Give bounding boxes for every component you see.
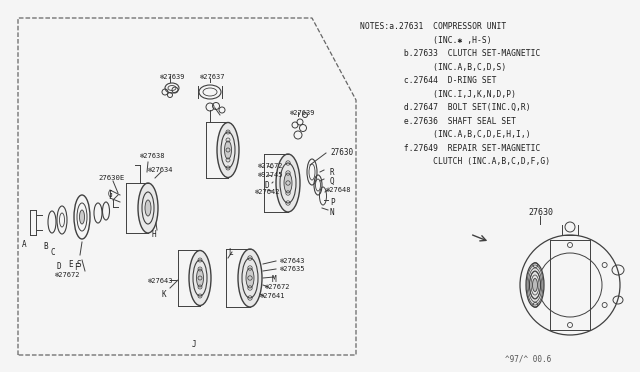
Text: (INC.A,B,C,D,S): (INC.A,B,C,D,S) — [360, 62, 506, 71]
Text: S: S — [76, 260, 81, 269]
Text: ❄27634: ❄27634 — [148, 167, 173, 173]
Text: E: E — [68, 260, 72, 269]
Text: ❄27638: ❄27638 — [140, 153, 166, 159]
Text: ❄27672: ❄27672 — [258, 163, 284, 169]
Text: ❄27639: ❄27639 — [160, 74, 186, 80]
Ellipse shape — [225, 141, 232, 159]
Text: ❄27643: ❄27643 — [148, 278, 173, 284]
Ellipse shape — [189, 250, 211, 305]
Text: 27630: 27630 — [330, 148, 353, 157]
Text: F: F — [74, 263, 79, 272]
Text: b.27633  CLUTCH SET-MAGNETIC: b.27633 CLUTCH SET-MAGNETIC — [360, 49, 540, 58]
Text: ❄27642: ❄27642 — [255, 189, 280, 195]
Text: (INC.A,B,C,D,E,H,I,): (INC.A,B,C,D,E,H,I,) — [360, 130, 531, 139]
Text: ❄27672: ❄27672 — [55, 272, 81, 278]
Text: H: H — [152, 230, 157, 239]
Text: (INC.I,J,K,N,D,P): (INC.I,J,K,N,D,P) — [360, 90, 516, 99]
Text: c.27644  D-RING SET: c.27644 D-RING SET — [360, 76, 497, 85]
Ellipse shape — [532, 279, 538, 292]
Text: ❄27641: ❄27641 — [260, 293, 285, 299]
Text: N: N — [330, 208, 335, 217]
Text: R: R — [330, 168, 335, 177]
Text: ❄27643: ❄27643 — [280, 258, 305, 264]
Ellipse shape — [276, 154, 300, 212]
Ellipse shape — [138, 183, 158, 233]
Text: e.27636  SHAFT SEAL SET: e.27636 SHAFT SEAL SET — [360, 116, 516, 125]
Ellipse shape — [217, 122, 239, 177]
Text: ❄27672: ❄27672 — [265, 284, 291, 290]
Text: G: G — [108, 190, 113, 199]
Ellipse shape — [284, 173, 292, 193]
Text: (INC.✱ ,H-S): (INC.✱ ,H-S) — [360, 35, 492, 45]
Text: Q: Q — [330, 177, 335, 186]
Ellipse shape — [238, 249, 262, 307]
Text: C: C — [50, 248, 54, 257]
Text: 27630E: 27630E — [98, 175, 124, 181]
Ellipse shape — [145, 200, 151, 216]
Text: f.27649  REPAIR SET-MAGNETIC: f.27649 REPAIR SET-MAGNETIC — [360, 144, 540, 153]
Text: K: K — [162, 290, 166, 299]
Text: 27630: 27630 — [528, 208, 553, 217]
Text: ❄27648: ❄27648 — [326, 187, 351, 193]
Text: A: A — [22, 240, 27, 249]
Text: d.27647  BOLT SET(INC.Q,R): d.27647 BOLT SET(INC.Q,R) — [360, 103, 531, 112]
Text: ❄27635: ❄27635 — [280, 266, 305, 272]
Text: ❄92745: ❄92745 — [258, 172, 284, 178]
Text: D: D — [56, 262, 61, 271]
Text: B: B — [43, 242, 47, 251]
Ellipse shape — [526, 263, 544, 307]
Text: D: D — [265, 181, 269, 190]
Text: NOTES:a.27631  COMPRESSOR UNIT: NOTES:a.27631 COMPRESSOR UNIT — [360, 22, 506, 31]
Text: ❄27637: ❄27637 — [200, 74, 225, 80]
Text: P: P — [330, 198, 335, 207]
Text: J: J — [192, 340, 196, 349]
Text: M: M — [272, 275, 276, 284]
Ellipse shape — [196, 269, 204, 287]
Ellipse shape — [79, 210, 84, 224]
Ellipse shape — [246, 268, 254, 288]
Text: L: L — [228, 248, 232, 257]
Text: ❄27639: ❄27639 — [290, 110, 316, 116]
Text: ^97/^ 00.6: ^97/^ 00.6 — [505, 355, 551, 364]
Text: CLUTCH (INC.A,B,C,D,F,G): CLUTCH (INC.A,B,C,D,F,G) — [360, 157, 550, 166]
